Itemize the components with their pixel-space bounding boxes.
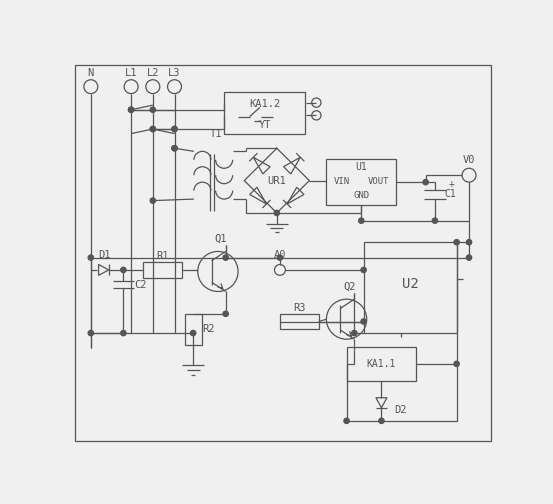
Circle shape — [172, 127, 178, 132]
Circle shape — [423, 179, 429, 185]
Circle shape — [361, 319, 366, 324]
Text: KA1.1: KA1.1 — [367, 359, 396, 369]
Circle shape — [121, 330, 126, 336]
Circle shape — [121, 267, 126, 273]
Bar — [326, 159, 396, 205]
Text: +: + — [449, 179, 455, 190]
Text: R3: R3 — [293, 302, 306, 312]
Text: VIN: VIN — [333, 177, 350, 185]
Circle shape — [128, 107, 134, 112]
Circle shape — [172, 146, 178, 151]
Circle shape — [274, 210, 279, 216]
Text: D1: D1 — [98, 249, 111, 260]
Circle shape — [277, 255, 283, 260]
Text: U2: U2 — [401, 277, 419, 291]
Text: T1: T1 — [210, 130, 223, 140]
Bar — [280, 314, 319, 329]
Text: U1: U1 — [356, 162, 367, 172]
Bar — [364, 242, 457, 333]
Circle shape — [454, 239, 460, 245]
Circle shape — [150, 127, 155, 132]
Circle shape — [150, 198, 155, 203]
Circle shape — [358, 218, 364, 223]
Text: C1: C1 — [445, 190, 456, 200]
Text: L2: L2 — [147, 68, 159, 78]
Text: KA1.2: KA1.2 — [249, 99, 280, 109]
Circle shape — [352, 330, 357, 336]
Text: YT: YT — [259, 120, 271, 130]
Circle shape — [223, 255, 228, 260]
Bar — [224, 92, 305, 135]
Circle shape — [172, 127, 178, 132]
Text: VOUT: VOUT — [367, 177, 389, 185]
Circle shape — [454, 361, 460, 366]
Circle shape — [361, 267, 366, 273]
Circle shape — [88, 330, 93, 336]
Text: C2: C2 — [134, 280, 147, 290]
Bar — [143, 262, 181, 278]
Text: UR1: UR1 — [268, 175, 286, 185]
Text: L1: L1 — [125, 68, 137, 78]
Text: D2: D2 — [395, 405, 407, 415]
Circle shape — [344, 418, 349, 423]
Circle shape — [172, 146, 178, 151]
Circle shape — [150, 107, 155, 112]
Circle shape — [128, 107, 134, 112]
Text: R2: R2 — [202, 324, 215, 334]
Circle shape — [466, 239, 472, 245]
Bar — [185, 314, 202, 345]
Circle shape — [379, 418, 384, 423]
Circle shape — [432, 218, 437, 223]
Text: N: N — [88, 68, 94, 78]
Text: GND: GND — [353, 191, 369, 200]
Text: R1: R1 — [156, 251, 168, 261]
Bar — [347, 347, 416, 381]
Circle shape — [223, 311, 228, 317]
Text: Q2: Q2 — [343, 282, 356, 292]
Text: L3: L3 — [168, 68, 181, 78]
Text: V0: V0 — [463, 155, 475, 165]
Circle shape — [88, 255, 93, 260]
Circle shape — [150, 127, 155, 132]
Text: A0: A0 — [274, 249, 286, 260]
Text: Q1: Q1 — [215, 234, 227, 244]
Circle shape — [466, 255, 472, 260]
Circle shape — [190, 330, 196, 336]
